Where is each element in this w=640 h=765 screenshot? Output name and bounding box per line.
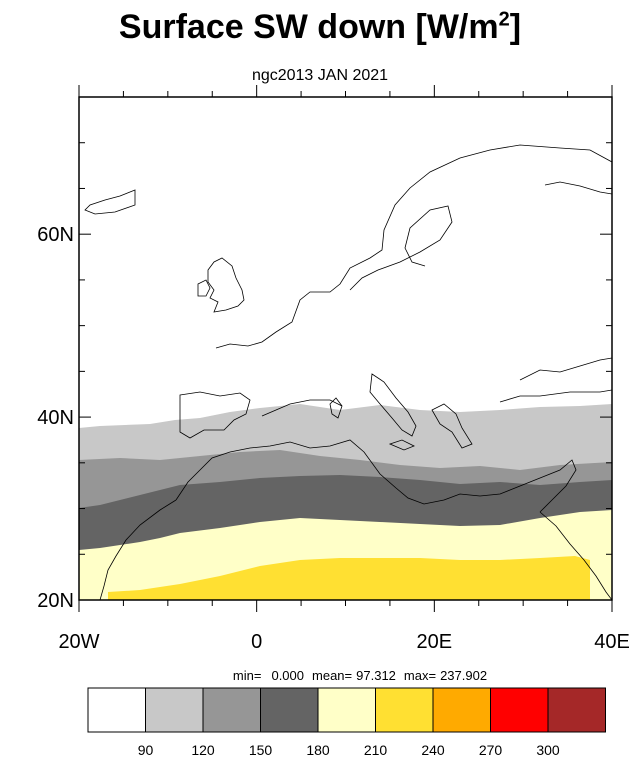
x-tick-label: 40E (594, 631, 630, 653)
colorbar-label: 210 (364, 742, 388, 758)
colorbar-swatch (87, 687, 146, 733)
y-tick-label: 20N (37, 590, 74, 612)
colorbar-swatch (375, 687, 434, 733)
x-axis: 20W 0 20E 40E (58, 85, 630, 653)
x-tick-label: 20W (58, 631, 99, 653)
coastlines (84, 144, 612, 600)
chart-title-end: ] (509, 8, 522, 46)
band-210-240 (108, 556, 590, 600)
chart-title-superscript: 2 (498, 8, 510, 31)
stats-mean-value: 97.312 (356, 668, 396, 683)
stats-max-value: 237.902 (440, 668, 487, 683)
x-tick-label: 0 (251, 631, 262, 653)
colorbar-swatch (317, 687, 376, 733)
colorbar-label: 90 (138, 742, 154, 758)
stats-min-label: min= (233, 668, 262, 683)
x-tick-label: 20E (417, 631, 453, 653)
colorbar-swatch (547, 687, 606, 733)
y-tick-label: 60N (37, 224, 74, 246)
colorbar: 90 120 150 180 210 240 270 300 (87, 687, 606, 758)
colorbar-swatch (145, 687, 204, 733)
chart-title: Surface SW down [W/m2] (0, 8, 640, 47)
colorbar-label: 240 (421, 742, 445, 758)
y-axis: 20N 40N 60N (37, 96, 612, 612)
colorbar-swatch (202, 687, 261, 733)
colorbar-swatch (432, 687, 491, 733)
stats-line: min= 0.000 mean= 97.312 max= 237.902 (233, 668, 487, 683)
y-tick-label: 40N (37, 407, 74, 429)
colorbar-swatch (490, 687, 549, 733)
colorbar-label: 300 (536, 742, 560, 758)
stats-mean-label: mean= (312, 668, 352, 683)
colorbar-label: 150 (249, 742, 273, 758)
stats-min-value: 0.000 (271, 668, 304, 683)
heatmap-field (79, 97, 612, 600)
colorbar-label: 120 (191, 742, 215, 758)
stats-max-label: max= (404, 668, 436, 683)
colorbar-swatch (260, 687, 319, 733)
colorbar-label: 270 (479, 742, 503, 758)
chart-title-text: Surface SW down [W/m (118, 8, 499, 46)
colorbar-label: 180 (306, 742, 330, 758)
chart-subtitle: ngc2013 JAN 2021 (251, 67, 389, 84)
